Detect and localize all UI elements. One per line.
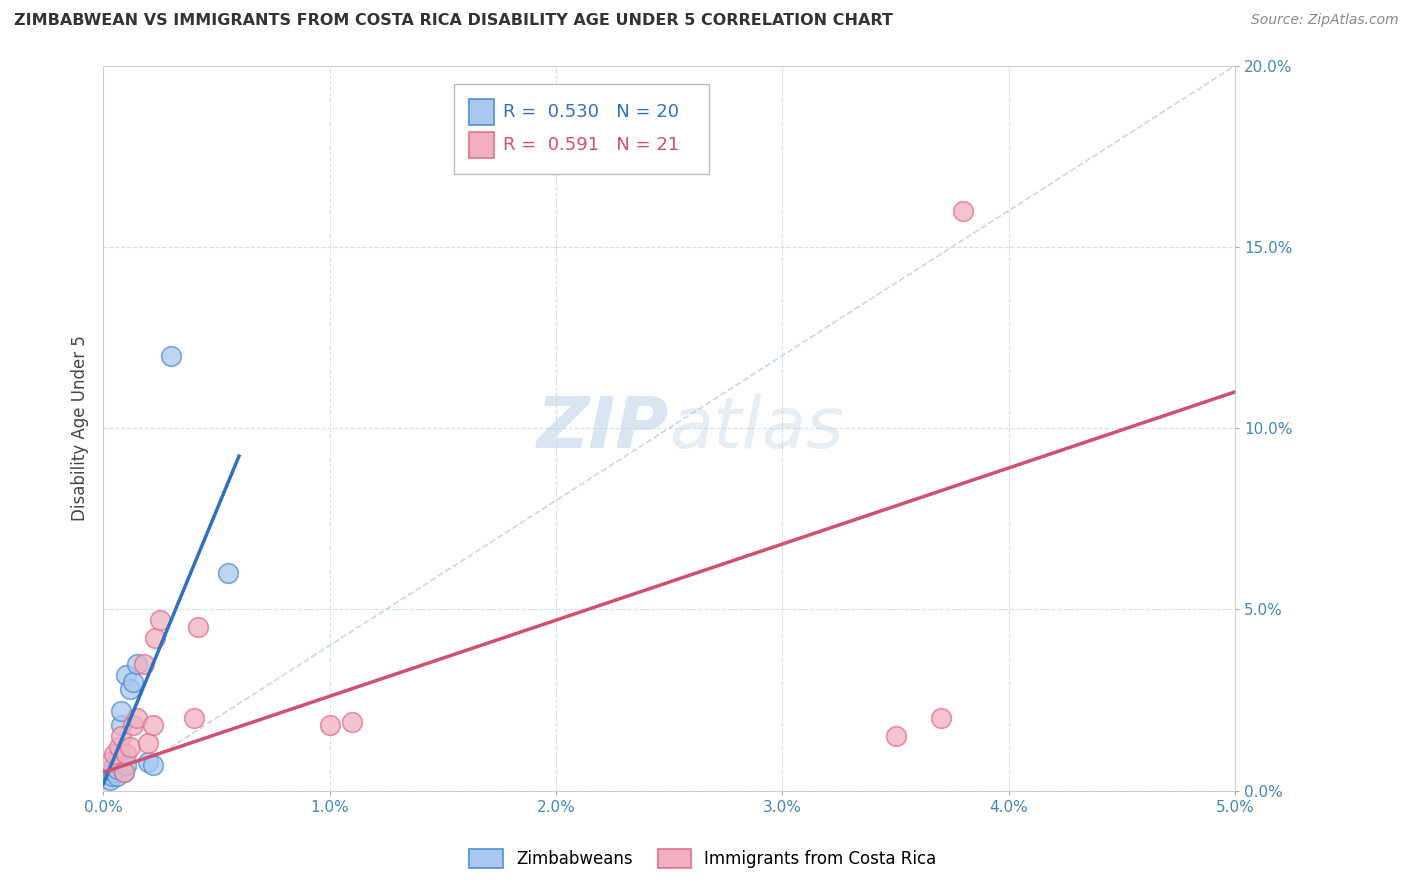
Point <box>884 729 907 743</box>
FancyBboxPatch shape <box>454 84 709 174</box>
Point <box>127 711 149 725</box>
Point <box>952 203 974 218</box>
Point <box>121 718 143 732</box>
Point <box>114 758 136 772</box>
Point <box>127 657 149 671</box>
Point <box>340 714 363 729</box>
Point <box>103 747 125 762</box>
Point <box>98 772 121 787</box>
Text: ZIMBABWEAN VS IMMIGRANTS FROM COSTA RICA DISABILITY AGE UNDER 5 CORRELATION CHAR: ZIMBABWEAN VS IMMIGRANTS FROM COSTA RICA… <box>14 13 893 29</box>
Point <box>138 736 160 750</box>
Point <box>103 765 125 780</box>
Point <box>160 349 183 363</box>
Point <box>318 718 340 732</box>
Point <box>120 681 142 696</box>
Point <box>142 718 165 732</box>
Point <box>108 755 131 769</box>
Point <box>114 747 136 762</box>
Text: R =  0.530   N = 20: R = 0.530 N = 20 <box>503 103 679 121</box>
Point <box>103 758 125 772</box>
Point <box>187 620 209 634</box>
Point <box>142 758 165 772</box>
Point <box>105 762 128 776</box>
Point <box>98 755 121 769</box>
Point <box>183 711 205 725</box>
Point <box>143 632 166 646</box>
Point <box>114 667 136 681</box>
Point <box>132 657 155 671</box>
Point <box>101 769 124 783</box>
Point <box>138 755 160 769</box>
Point <box>110 729 132 743</box>
Point <box>108 747 131 762</box>
Point <box>108 739 131 754</box>
Point <box>121 674 143 689</box>
Point <box>112 765 135 780</box>
Point <box>149 613 172 627</box>
Point <box>929 711 952 725</box>
Point <box>120 739 142 754</box>
FancyBboxPatch shape <box>468 131 494 158</box>
Legend: Zimbabweans, Immigrants from Costa Rica: Zimbabweans, Immigrants from Costa Rica <box>463 842 943 875</box>
Point <box>110 718 132 732</box>
Point <box>217 566 239 580</box>
Text: atlas: atlas <box>669 393 844 463</box>
FancyBboxPatch shape <box>468 99 494 125</box>
Point <box>112 765 135 780</box>
Text: ZIP: ZIP <box>537 393 669 463</box>
Y-axis label: Disability Age Under 5: Disability Age Under 5 <box>72 335 89 521</box>
Point <box>110 704 132 718</box>
Point <box>105 769 128 783</box>
Text: Source: ZipAtlas.com: Source: ZipAtlas.com <box>1251 13 1399 28</box>
Text: R =  0.591   N = 21: R = 0.591 N = 21 <box>503 136 679 153</box>
